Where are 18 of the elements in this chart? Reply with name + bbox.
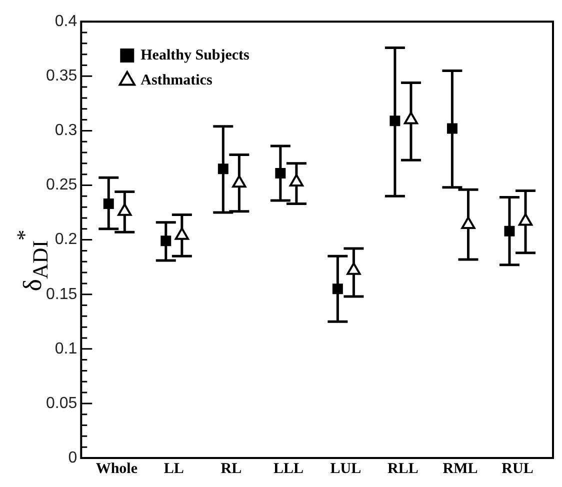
- x-tick-label: RUL: [502, 460, 534, 477]
- y-tick-label: 0.4: [54, 13, 78, 30]
- y-tick-label: 0.25: [46, 176, 78, 194]
- x-tick-label: LUL: [330, 460, 362, 477]
- x-tick-label: RL: [220, 460, 242, 477]
- x-tick-label: RLL: [388, 460, 418, 477]
- y-tick-label: 0.05: [46, 394, 78, 412]
- x-tick-label: Whole: [96, 460, 138, 477]
- y-tick-label: 0.35: [46, 68, 78, 85]
- legend-label: Asthmatics: [140, 72, 212, 88]
- x-tick-label: LLL: [273, 460, 304, 477]
- legend-label: Healthy Subjects: [140, 47, 250, 64]
- x-tick-label: LL: [164, 460, 184, 477]
- y-tick-label: 0.2: [54, 231, 78, 248]
- y-tick-label: 0.1: [54, 340, 78, 358]
- y-tick-label: 0.3: [54, 122, 78, 140]
- x-tick-label: RML: [442, 460, 478, 477]
- y-tick-label: 0: [68, 449, 78, 466]
